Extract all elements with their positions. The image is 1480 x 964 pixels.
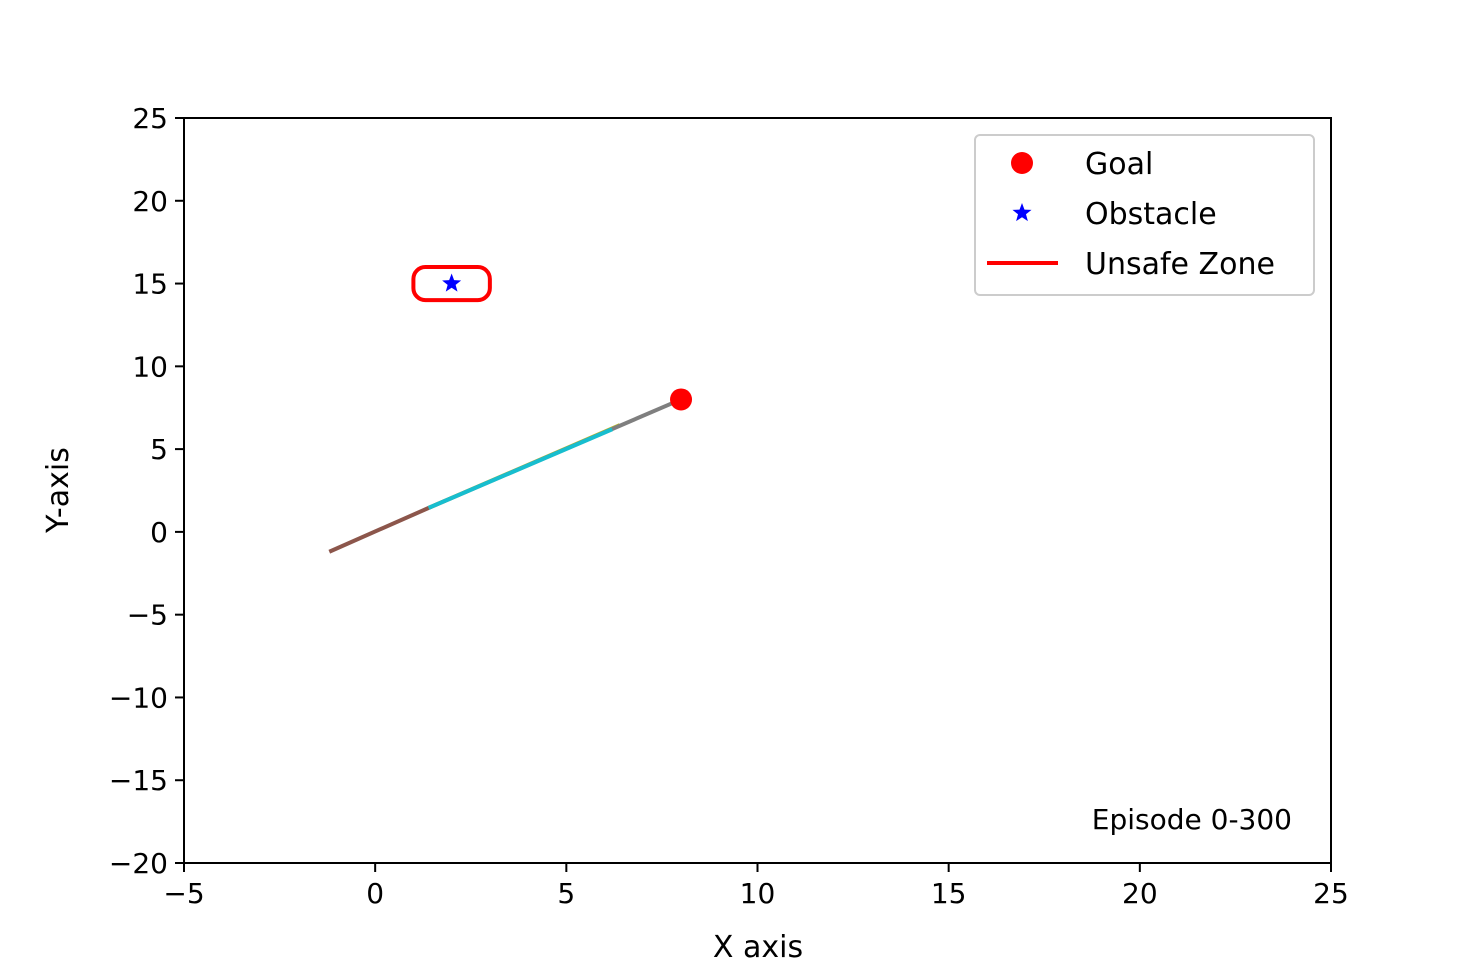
y-tick-label: 10 [132,350,168,383]
obstacle-marker [442,273,462,292]
x-tick-label: 25 [1313,877,1349,910]
legend-goal-marker [1011,152,1033,174]
axis-ticks: −5 0 5 10 15 20 25 −20 −15 −10 −5 0 5 10 15 20 25 [109,102,1349,910]
y-tick-label: 15 [132,268,168,301]
legend-label: Obstacle [1085,197,1217,232]
legend-label: Goal [1085,147,1153,182]
y-tick-label: 0 [150,516,168,549]
x-tick-label: 15 [931,877,967,910]
x-tick-label: 0 [366,877,384,910]
y-axis-label: Y-axis [41,447,76,534]
x-axis-label: X axis [713,930,803,964]
unsafe-zone [411,265,492,303]
y-tick-label: −10 [109,681,168,714]
y-tick-label: 20 [132,185,168,218]
plot-area [328,265,693,554]
x-tick-label: −5 [163,877,204,910]
episode-annotation: Episode 0-300 [1092,803,1292,836]
goal-marker [670,388,693,411]
x-tick-label: 5 [557,877,575,910]
y-tick-label: 25 [132,102,168,135]
y-tick-label: −5 [127,599,168,632]
y-tick-label: −15 [109,764,168,797]
legend: Goal Obstacle Unsafe Zone [974,134,1315,296]
legend-label: Unsafe Zone [1085,247,1275,282]
x-tick-label: 10 [740,877,776,910]
y-tick-label: 5 [150,433,168,466]
y-tick-label: −20 [109,847,168,880]
trajectory-line [427,427,614,510]
trajectory-line [328,506,430,554]
x-tick-label: 20 [1122,877,1158,910]
legend-box [974,134,1315,296]
legend-obstacle-marker [1012,203,1032,222]
